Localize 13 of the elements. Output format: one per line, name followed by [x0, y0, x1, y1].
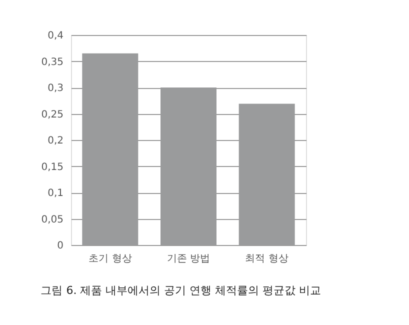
y-tick-label: 0,1 — [48, 188, 64, 199]
y-tick-label: 0,35 — [41, 56, 64, 68]
x-tick-label: 최적 형상 — [245, 254, 288, 264]
y-tick-label: 0,05 — [41, 214, 64, 226]
y-tick-label: 0,25 — [41, 109, 64, 120]
x-tick-label: 초기 형상 — [88, 254, 132, 264]
y-tick-label: 0,4 — [48, 30, 64, 42]
y-tick-label: 0,2 — [48, 136, 64, 146]
y-tick-label: 0 — [57, 240, 64, 252]
x-tick-label: 기존 방법 — [166, 254, 210, 264]
y-tick-label: 0,15 — [41, 162, 64, 173]
caption: 그림 6. 제품 내부에서의 공기 연행 체적률의 평균값 비교 — [40, 284, 322, 297]
y-tick-label: 0,3 — [48, 83, 64, 94]
